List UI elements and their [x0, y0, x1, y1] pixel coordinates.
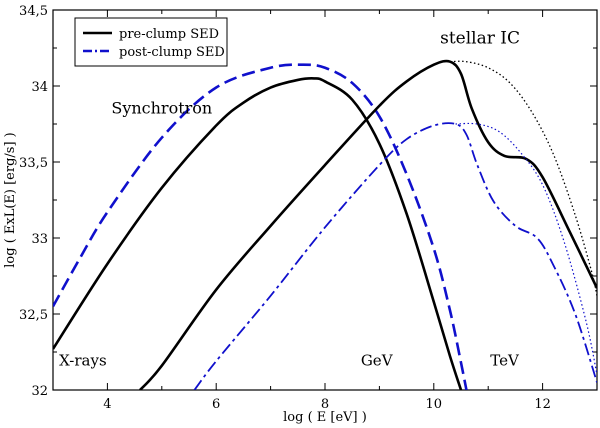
legend-label: pre-clump SED — [119, 27, 219, 42]
y-tick-label: 33 — [31, 232, 48, 247]
series-line-5: post-clump stellar IC (unabsorbed) — [455, 122, 597, 375]
x-tick-label: 6 — [212, 397, 220, 412]
x-tick-label: 8 — [321, 397, 329, 412]
series-line-4: post-clump stellar IC — [193, 122, 597, 390]
legend: pre-clump SED post-clump SED — [74, 17, 228, 67]
annotation-label: Synchrotron — [111, 98, 212, 117]
series-layer: pre-clump synchrotronpost-clump synchrot… — [53, 59, 597, 390]
annotation-label: GeV — [361, 352, 394, 370]
y-tick-label: 33,5 — [19, 156, 48, 171]
x-tick-label: 12 — [534, 397, 551, 412]
y-tick-label: 34 — [31, 80, 48, 95]
annotation-layer: stellar IC Synchrotron X-rays GeV TeV — [59, 28, 520, 369]
series-line-2: pre-clump stellar IC — [139, 59, 597, 390]
series-line-0: pre-clump synchrotron — [53, 77, 463, 390]
series-line-3: pre-clump stellar IC (unabsorbed) — [450, 60, 597, 296]
y-axis-label: log ( ExL(E) [erg/s] ) — [3, 132, 18, 268]
legend-box — [74, 17, 228, 67]
annotation-label: stellar IC — [440, 28, 520, 48]
y-tick-label: 32,5 — [19, 308, 48, 323]
legend-label: post-clump SED — [119, 45, 225, 60]
x-tick-label: 4 — [103, 397, 111, 412]
y-tick-label: 32 — [31, 384, 48, 399]
x-axis-label: log ( E [eV] ) — [283, 410, 367, 425]
annotation-label: X-rays — [59, 352, 107, 370]
annotation-label: TeV — [490, 352, 520, 370]
series-line-1: post-clump synchrotron — [53, 63, 468, 390]
y-tick-label: 34,5 — [19, 4, 48, 19]
x-tick-label: 10 — [426, 397, 443, 412]
axis-ticks: 4 6 8 10 12 32 32,5 33 33,5 34 34,5 — [19, 4, 598, 412]
